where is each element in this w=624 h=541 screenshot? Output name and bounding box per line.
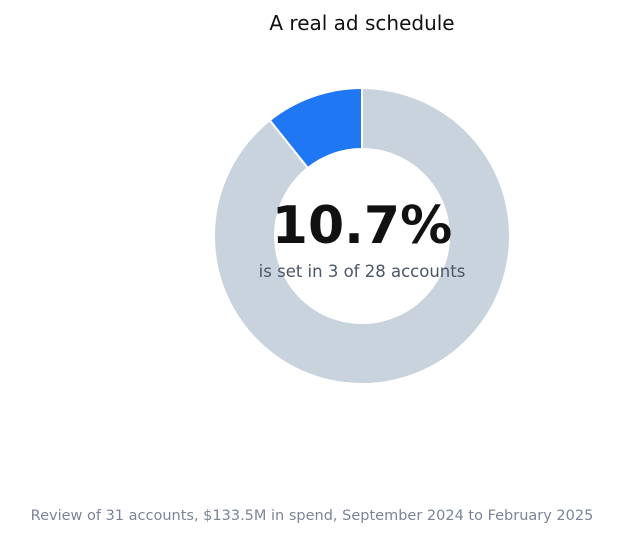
donut-slices xyxy=(213,86,511,385)
chart-title: A real ad schedule xyxy=(269,11,455,35)
footnote: Review of 31 accounts, $133.5M in spend,… xyxy=(30,508,594,524)
center-value: 10.7% xyxy=(272,196,452,256)
donut-slice-1 xyxy=(213,86,511,385)
center-caption: is set in 3 of 28 accounts xyxy=(259,262,466,281)
